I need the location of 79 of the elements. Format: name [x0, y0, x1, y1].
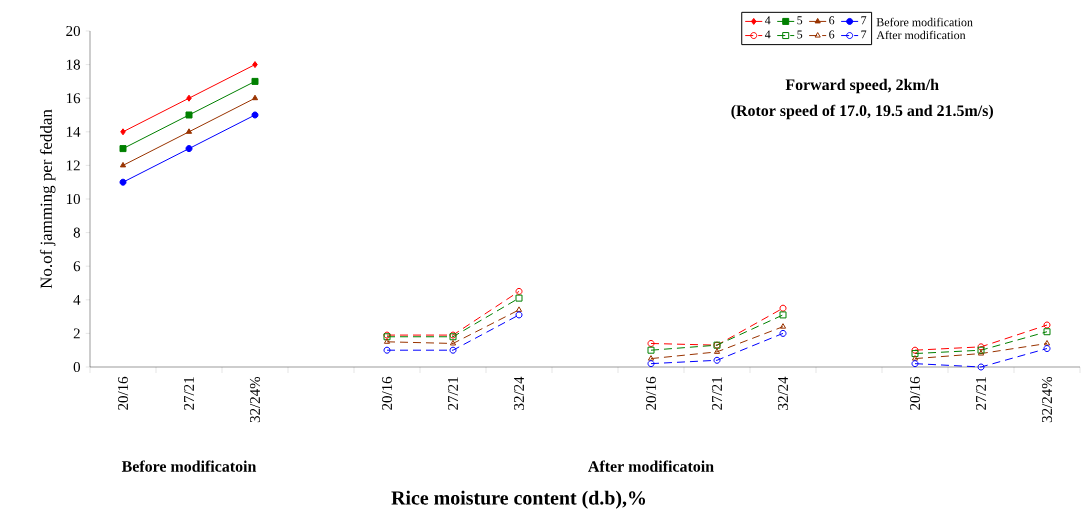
x-tick-label: 32/24 [513, 376, 525, 410]
point [713, 356, 721, 364]
legend-label: 4 [764, 16, 771, 25]
legend-label: 6 [829, 16, 835, 25]
point [515, 306, 523, 312]
point [977, 350, 985, 356]
y-axis-title: No.of jamming per feddan [39, 109, 56, 289]
point [383, 338, 391, 344]
y-tick-label: 0 [73, 361, 80, 373]
point [449, 339, 457, 346]
x-tick-label: 20/16 [117, 376, 129, 410]
point [186, 94, 192, 102]
x-tick-label: 27/21 [183, 377, 195, 410]
point [119, 145, 127, 153]
point [779, 311, 787, 319]
x-tick-label: 20/16 [381, 376, 393, 410]
point [713, 348, 721, 354]
point [647, 360, 655, 368]
point [120, 128, 126, 136]
point [647, 355, 655, 361]
point [252, 61, 258, 69]
point [185, 128, 193, 134]
point [647, 346, 655, 354]
point [1043, 328, 1051, 336]
text: Before modification [876, 17, 973, 27]
point [119, 161, 127, 168]
legend-label: 4 [764, 30, 771, 39]
x-tick-label: 27/21 [975, 377, 987, 410]
legend-label: 6 [829, 30, 835, 39]
point [185, 111, 193, 119]
y-tick-label: 10 [66, 193, 80, 205]
point [515, 294, 523, 302]
x-tick-label: 20/16 [909, 376, 921, 410]
point [1043, 321, 1051, 329]
x-tick-label: 32/24% [249, 376, 261, 423]
point [1043, 339, 1051, 346]
legend-label: 5 [797, 30, 803, 39]
point [911, 346, 919, 354]
y-tick-label: 2 [73, 328, 80, 339]
annotation: After modification [876, 30, 966, 40]
x-tick-label: 27/21 [447, 377, 459, 410]
point [515, 287, 523, 295]
y-tick-label: 12 [66, 160, 80, 171]
point [779, 329, 787, 337]
y-tick-label: 8 [73, 227, 80, 238]
legend-label: 7 [861, 30, 867, 39]
x-tick-label: 20/16 [645, 376, 657, 410]
legend-label: 7 [861, 16, 867, 25]
point [647, 339, 655, 347]
point [779, 323, 787, 329]
text: After modificatoin [588, 460, 714, 472]
y-tick-label: 16 [66, 93, 81, 104]
point [911, 350, 919, 358]
point [383, 346, 391, 354]
annotation: Forward speed, 2km/h [785, 78, 939, 94]
x-tick-label: 27/21 [711, 377, 723, 410]
x-axis-title: Rice moisture content (d.b),% [391, 490, 646, 509]
y-tick-label: 18 [66, 59, 80, 70]
y-tick-label: 6 [73, 261, 81, 272]
annotation: (Rotor speed of 17.0, 19.5 and 21.5m/s) [731, 104, 993, 120]
point [251, 77, 259, 85]
point [911, 355, 919, 361]
point [251, 94, 259, 101]
point [185, 145, 193, 153]
point [1043, 345, 1051, 353]
point [911, 360, 919, 368]
point [449, 346, 457, 354]
legend-label: 5 [797, 16, 803, 25]
point [119, 178, 127, 186]
point [779, 304, 787, 312]
y-tick-label: 20 [66, 25, 80, 37]
x-tick-label: 32/24% [1041, 376, 1053, 423]
point [515, 311, 523, 319]
point [251, 111, 259, 119]
point [977, 363, 985, 371]
y-tick-label: 14 [66, 126, 81, 137]
y-tick-label: 4 [73, 294, 81, 305]
x-tick-label: 32/24 [777, 376, 789, 410]
text: Before modificatoin [121, 460, 257, 472]
